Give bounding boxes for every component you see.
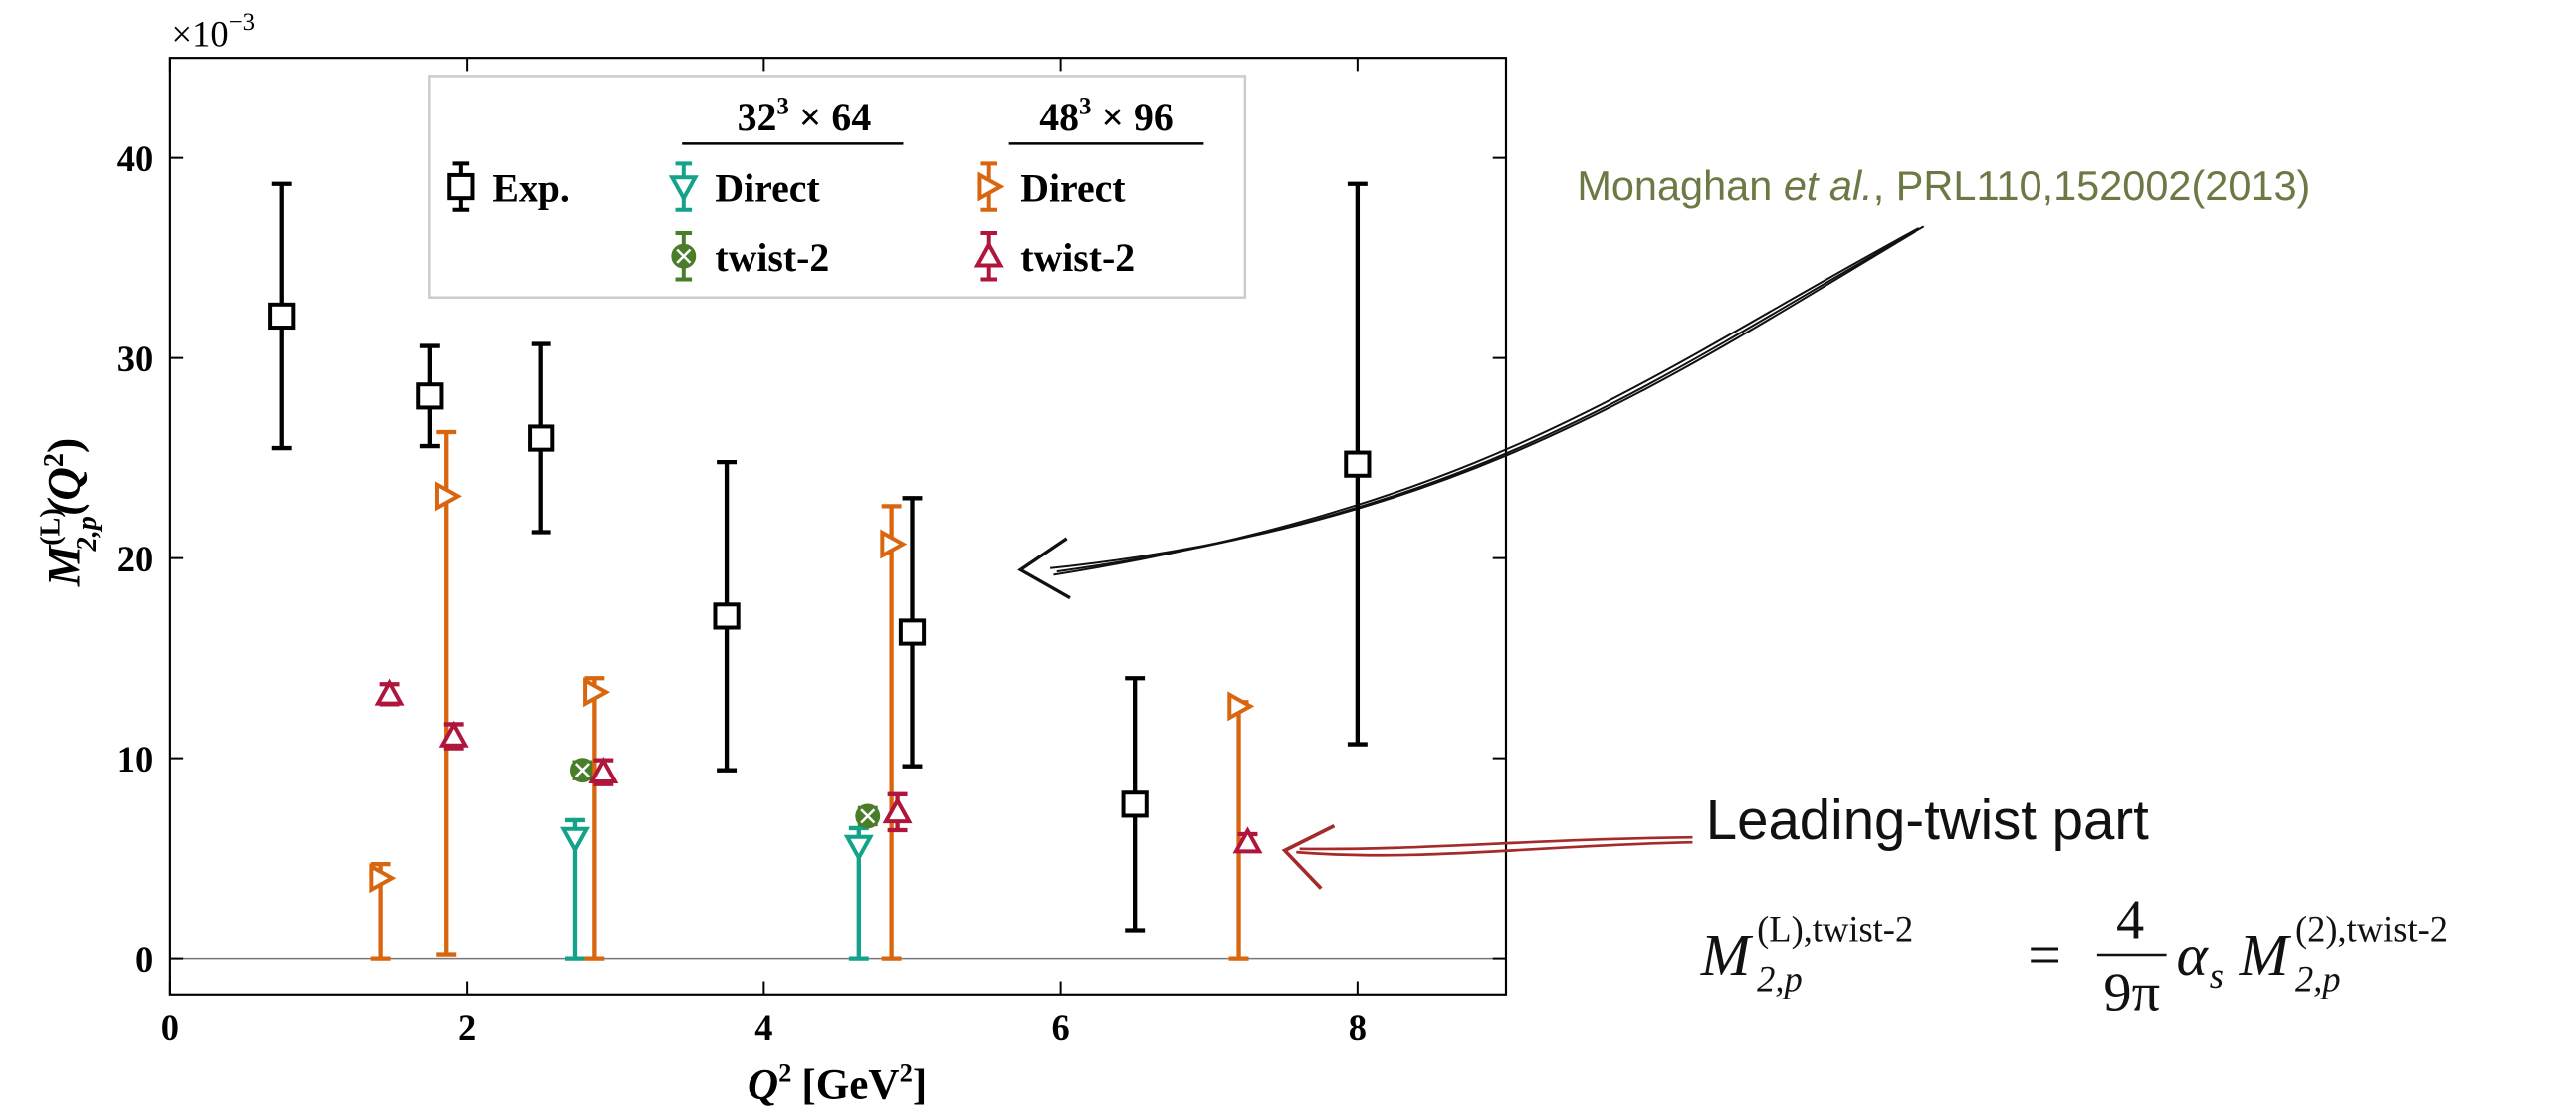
marker (843, 834, 874, 862)
formula-sup2: (2),twist-2 (2295, 909, 2448, 950)
header-sup: 3 (1079, 94, 1091, 120)
formula-alpha-sub: s (2210, 955, 2224, 996)
marker (898, 618, 927, 646)
x-tick-label: 4 (754, 1007, 772, 1048)
formula-m: M (1700, 922, 1754, 988)
marker-x (860, 808, 876, 824)
marker-x (574, 763, 590, 778)
yl-sub: 2,p (72, 516, 103, 552)
marker (1121, 790, 1149, 818)
marker (713, 602, 741, 630)
reference-note: Monaghan et al., PRL110,152002(2013) (1577, 162, 2310, 209)
xl-sup: 2 (778, 1058, 791, 1088)
marker (880, 529, 908, 559)
header-sup: 3 (776, 94, 788, 120)
leading-note: Leading-twist part (1706, 788, 2149, 851)
y-tick-label: 30 (117, 338, 153, 379)
formula-num: 4 (2116, 889, 2144, 951)
error-bar (584, 676, 605, 961)
marker (434, 481, 462, 512)
yl-main: M (40, 544, 91, 587)
y-tick-label: 40 (117, 138, 153, 179)
y-axis-label: M(L) 2,p(Q2) (36, 438, 103, 588)
legend-label: Direct (715, 166, 820, 210)
legend-label: twist-2 (715, 236, 829, 280)
marker (559, 826, 590, 854)
reference-arrow (1017, 225, 1925, 600)
ref-etal: et al. (1784, 162, 1873, 209)
error-bar (881, 504, 902, 961)
marker (588, 756, 619, 783)
formula-eq: = (2028, 922, 2061, 988)
x-axis-label: Q2 [GeV2] (748, 1058, 927, 1109)
marker (671, 243, 697, 269)
formula-sup: (L),twist-2 (1757, 909, 1913, 950)
yl-argsup: 2 (39, 453, 70, 467)
yl-sup: (L) (36, 508, 67, 546)
y-tick-label: 0 (135, 939, 153, 980)
x-tick-label: 0 (161, 1007, 179, 1048)
plot-frame (168, 57, 1508, 996)
marker (668, 175, 699, 203)
marker (528, 424, 555, 452)
marker (583, 677, 611, 708)
formula-m2: M (2239, 922, 2292, 988)
offset-base: ×10 (172, 14, 229, 55)
formula-alpha: α (2177, 922, 2210, 988)
legend-label: Direct (1020, 166, 1126, 210)
marker (973, 240, 1004, 268)
formula-sub2: 2,p (2295, 958, 2341, 999)
y-tick-label: 20 (117, 539, 153, 579)
legend-label: Exp. (492, 166, 570, 210)
marker (1232, 826, 1263, 854)
xl-unit: [GeV (801, 1061, 899, 1108)
marker (369, 863, 397, 894)
header-base: 48 (1039, 96, 1079, 139)
header-base: 32 (738, 96, 777, 139)
marker (447, 172, 475, 201)
legend-box (428, 75, 1247, 299)
formula-den: 9π (2103, 962, 2160, 1023)
marker-x (676, 248, 692, 264)
ref-author: Monaghan (1577, 162, 1784, 209)
x-tick-label: 6 (1051, 1007, 1069, 1048)
yl-close: ) (40, 438, 91, 453)
marker (882, 796, 913, 824)
marker (1344, 450, 1372, 478)
legend-label: twist-2 (1020, 236, 1135, 280)
ref-rest: , PRL110,152002(2013) (1873, 162, 2311, 209)
marker (374, 678, 405, 706)
error-bar (436, 429, 457, 957)
marker (438, 720, 469, 748)
xl-main: Q (748, 1061, 778, 1108)
leading-arrow (1281, 823, 1693, 890)
xl-unitsup: 2 (900, 1058, 913, 1088)
marker (855, 803, 881, 829)
marker (569, 758, 595, 783)
y-tick-label: 10 (117, 739, 153, 779)
formula-sub: 2,p (1757, 958, 1803, 999)
legend-header: 323 × 64 (738, 94, 872, 140)
x-tick-label: 2 (458, 1007, 476, 1048)
marker (977, 171, 1005, 202)
header-rest: × 96 (1091, 96, 1173, 139)
offset-text: ×10−3 (172, 9, 256, 55)
yl-arg: (Q (40, 467, 91, 516)
x-tick-label: 8 (1349, 1007, 1367, 1048)
marker (416, 382, 444, 410)
offset-exp: −3 (229, 9, 255, 36)
header-rest: × 64 (789, 96, 871, 139)
marker (268, 302, 296, 331)
xl-close: ] (913, 1061, 927, 1108)
legend-header: 483 × 96 (1039, 94, 1174, 140)
marker (1227, 691, 1255, 722)
